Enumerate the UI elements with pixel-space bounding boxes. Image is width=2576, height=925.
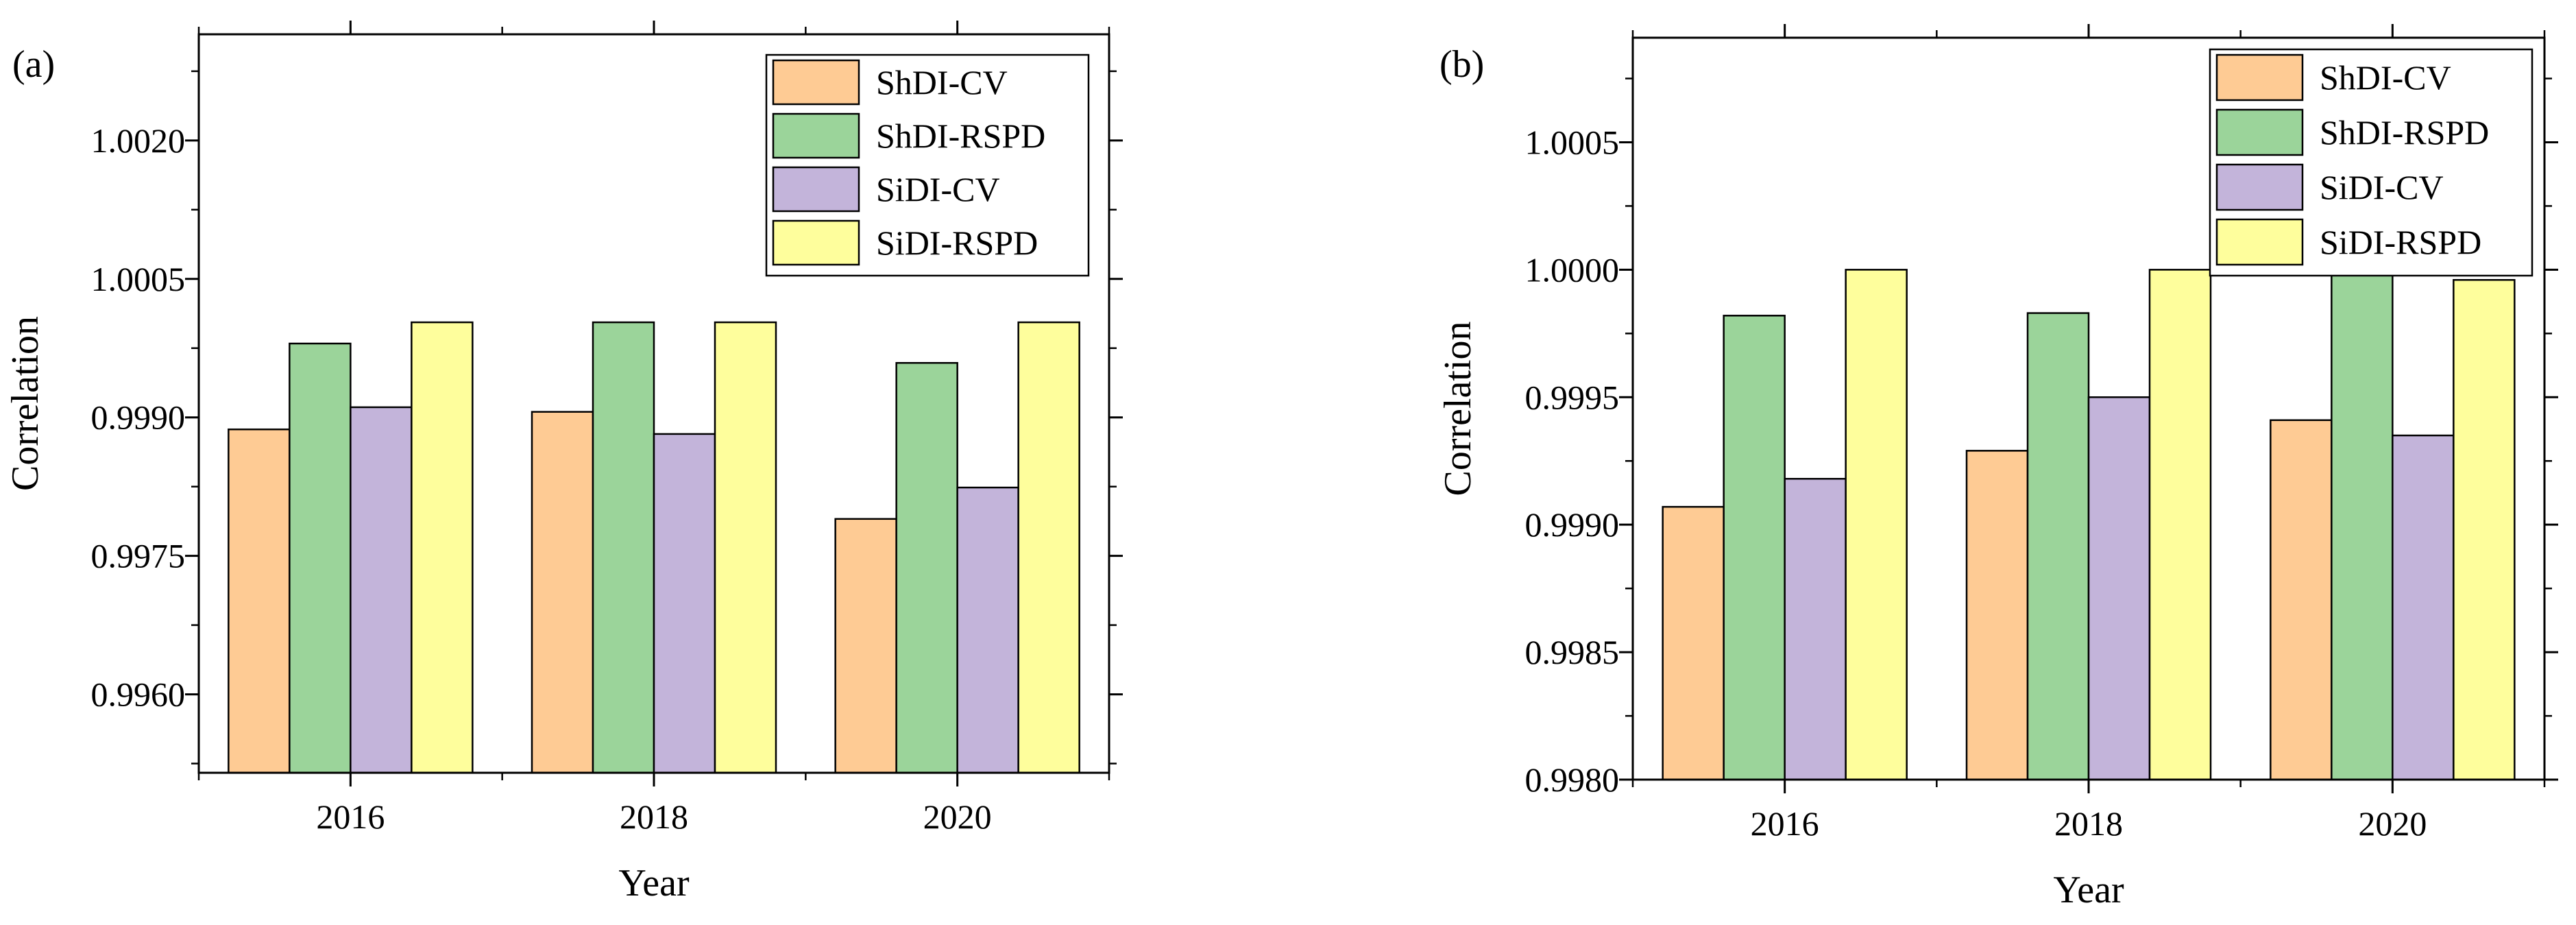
- legend: ShDI-CV ShDI-RSPD SiDI-CV SiDI-RSPD: [2209, 48, 2534, 277]
- x-tick-label: 2016: [316, 797, 385, 836]
- x-axis-title: Year: [618, 862, 690, 904]
- bar-sidi-cv-2016: [1784, 478, 1847, 781]
- bar-sidi-rspd-2020: [2453, 278, 2516, 781]
- y-axis-title: Correlation: [4, 316, 47, 491]
- legend-label: SiDI-CV: [876, 170, 1000, 208]
- bar-sidi-rspd-2016: [1845, 269, 1908, 781]
- bar-sidi-cv-2020: [956, 486, 1019, 774]
- bar-sidi-cv-2016: [350, 406, 413, 774]
- bar-sidi-cv-2018: [653, 433, 716, 774]
- bar-shdi-cv-2016: [228, 428, 291, 774]
- chart-panel-b: 0.9980 0.9985 0.9990 0.9995 1.0000 1.0005 2016…: [1437, 24, 2558, 911]
- legend-swatch-sidi-rspd: [772, 219, 860, 266]
- bar-sidi-cv-2018: [2087, 396, 2151, 781]
- bar-shdi-cv-2018: [1965, 450, 2029, 781]
- y-tick-label: 0.9975: [91, 537, 186, 575]
- legend-swatch-shdi-cv: [772, 59, 860, 106]
- bar-shdi-rspd-2016: [1723, 315, 1786, 781]
- legend-label: ShDI-RSPD: [2320, 113, 2489, 152]
- legend-swatch-shdi-cv: [2215, 53, 2304, 101]
- legend-swatch-sidi-rspd: [2215, 218, 2304, 266]
- legend-label: ShDI-CV: [2320, 58, 2451, 97]
- y-axis-title: Correlation: [1437, 321, 1479, 496]
- bar-shdi-rspd-2018: [592, 321, 655, 774]
- legend-swatch-shdi-rspd: [2215, 108, 2304, 156]
- legend: ShDI-CV ShDI-RSPD SiDI-CV SiDI-RSPD: [765, 53, 1090, 277]
- bar-shdi-cv-2020: [834, 518, 897, 774]
- panel-label: (b): [1439, 43, 1484, 86]
- y-tick-label: 0.9995: [1525, 378, 1620, 416]
- bar-sidi-cv-2020: [2392, 434, 2455, 781]
- bar-sidi-rspd-2016: [411, 321, 474, 774]
- x-tick-label: 2020: [923, 797, 992, 836]
- legend-swatch-sidi-cv: [2215, 163, 2304, 211]
- legend-label: ShDI-CV: [876, 63, 1008, 101]
- chart-panel-a: 0.9960 0.9975 0.9990 1.0005 1.0020 2016 2018 20…: [4, 21, 1123, 904]
- y-tick-label: 0.9990: [1525, 505, 1620, 544]
- bar-sidi-rspd-2018: [714, 321, 777, 774]
- bar-shdi-rspd-2016: [289, 342, 352, 774]
- x-tick-label: 2020: [2358, 804, 2427, 843]
- bar-sidi-rspd-2018: [2148, 269, 2212, 781]
- bar-shdi-cv-2018: [531, 411, 594, 774]
- legend-label: SiDI-RSPD: [876, 224, 1038, 262]
- y-tick-label: 1.0020: [91, 121, 186, 160]
- panel-label: (a): [12, 43, 55, 86]
- legend-label: SiDI-CV: [2320, 168, 2444, 206]
- y-tick-label: 0.9960: [91, 675, 186, 714]
- x-tick-label: 2018: [620, 797, 688, 836]
- bar-shdi-rspd-2020: [895, 362, 958, 774]
- y-tick-label: 1.0000: [1525, 250, 1620, 289]
- bar-shdi-cv-2016: [1662, 505, 1725, 781]
- bar-shdi-rspd-2018: [2026, 312, 2090, 781]
- x-tick-label: 2018: [2054, 804, 2123, 843]
- y-tick-label: 1.0005: [91, 260, 186, 298]
- y-tick-label: 0.9985: [1525, 633, 1620, 671]
- legend-swatch-shdi-rspd: [772, 112, 860, 159]
- bar-sidi-rspd-2020: [1017, 321, 1080, 774]
- x-tick-label: 2016: [1751, 804, 1819, 843]
- legend-label: ShDI-RSPD: [876, 117, 1045, 155]
- bar-shdi-rspd-2020: [2331, 269, 2394, 781]
- legend-label: SiDI-RSPD: [2320, 223, 2481, 261]
- x-axis-title: Year: [2053, 869, 2124, 911]
- y-tick-label: 1.0005: [1525, 123, 1620, 161]
- legend-swatch-sidi-cv: [772, 166, 860, 213]
- y-tick-label: 0.9980: [1525, 760, 1620, 799]
- y-tick-label: 0.9990: [91, 398, 186, 437]
- bar-shdi-cv-2020: [2270, 419, 2333, 781]
